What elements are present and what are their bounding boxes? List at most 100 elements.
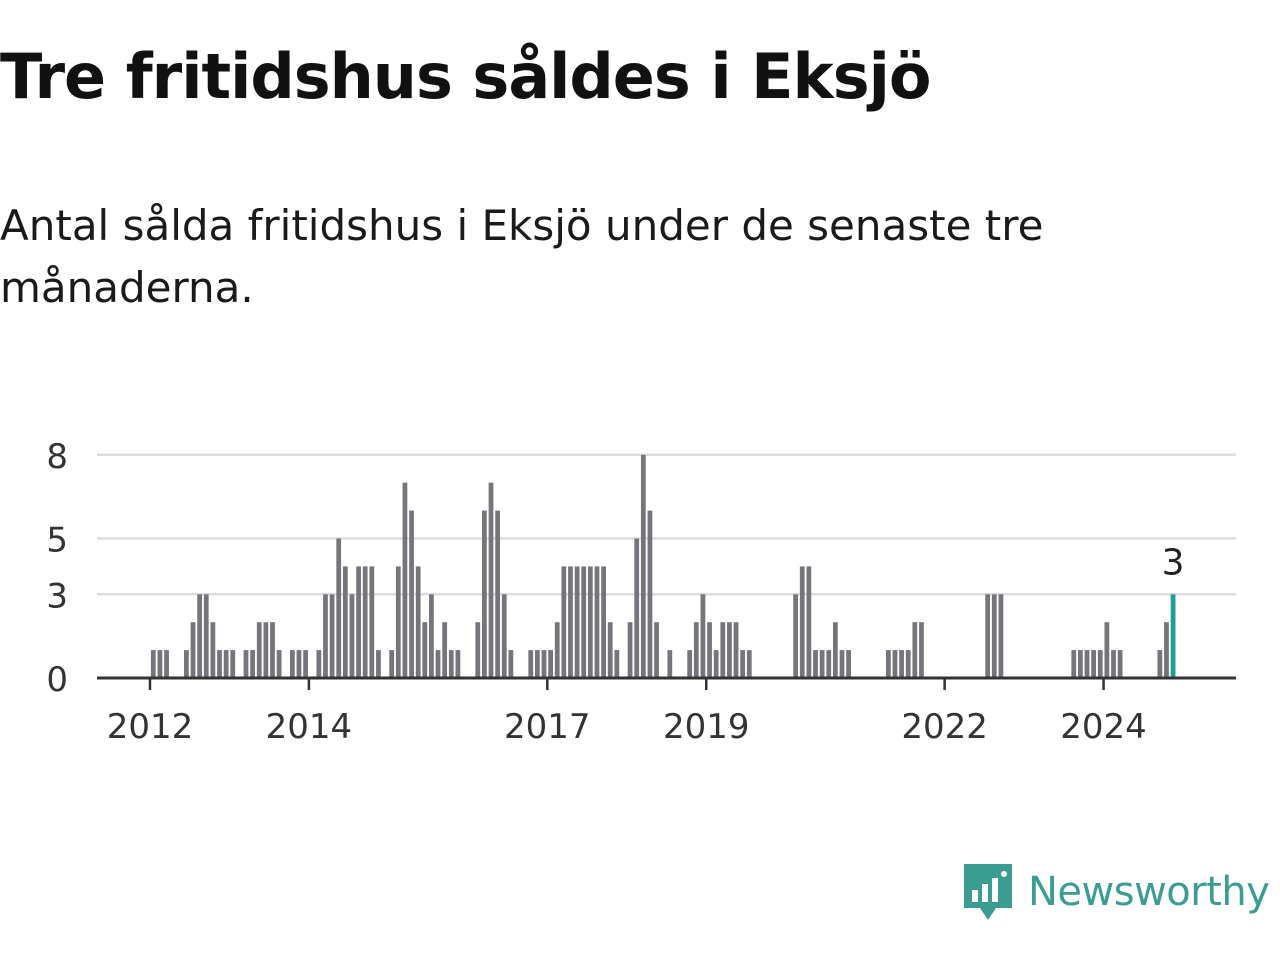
bar [700,594,706,678]
value-annotation: 3 [1162,542,1185,583]
annotations: 3 [1162,542,1185,583]
bar [336,538,342,678]
chart-title: Tre fritidshus såldes i Eksjö [0,40,932,113]
bar [892,650,898,678]
x-axis: 2012 2014 2017 2019 2022 2024 [97,676,1236,747]
bar-highlight [1170,594,1176,678]
bar [263,622,269,678]
bar [289,650,295,678]
bar [627,622,633,678]
bar [806,566,812,678]
bar [640,454,646,678]
bar [885,650,891,678]
bar [654,622,659,678]
bar [157,650,163,678]
bar [190,622,196,678]
newsworthy-logo: Newsworthy [962,862,1270,922]
bar [746,650,752,678]
bar [501,594,507,678]
bar [402,482,408,678]
bar [634,538,640,678]
bar [667,650,673,678]
bar [720,622,726,678]
bar [376,650,381,678]
bar [1117,650,1123,678]
bar [389,650,395,678]
bar [316,650,322,678]
bar [574,566,580,678]
bar [230,650,236,678]
bar [991,594,997,678]
bar [693,622,699,678]
bar [899,650,904,678]
bar [568,566,573,678]
bar [488,482,494,678]
bar [813,650,818,678]
bars [150,454,1176,678]
bar [256,622,262,678]
bar [1084,650,1090,678]
bar [442,622,448,678]
bar [150,650,156,678]
bar [1097,650,1103,678]
bar [435,650,441,678]
bar [482,510,487,678]
x-tick-label: 2019 [663,707,750,747]
bar [296,650,302,678]
y-tick-label: 8 [46,437,68,477]
bar [534,650,540,678]
bar [548,650,553,678]
bar [819,650,825,678]
bar [846,650,851,678]
bar [740,650,746,678]
brand-name: Newsworthy [1028,869,1270,915]
bar [217,650,222,678]
bar [210,622,216,678]
bar [793,594,799,678]
bar [541,650,547,678]
bar [197,594,203,678]
bar [919,622,924,678]
bar [303,650,308,678]
bar [528,650,534,678]
bar [826,650,832,678]
bar [323,594,328,678]
bar [164,650,169,678]
x-tick-label: 2012 [107,707,194,747]
bar [733,622,739,678]
bar [727,622,732,678]
y-axis-labels: 0 3 5 8 [46,437,68,700]
bar [1104,622,1110,678]
bar [276,650,282,678]
bar [495,510,501,678]
bar [250,650,256,678]
bar [581,566,587,678]
bar [184,650,189,678]
bar [395,566,401,678]
bar [342,566,348,678]
bar [554,622,560,678]
bar [455,650,461,678]
bar [1164,622,1169,678]
bar [329,594,335,678]
bar [1091,650,1097,678]
bar [912,622,918,678]
y-tick-label: 0 [46,660,68,700]
bar [243,650,249,678]
bar [614,650,620,678]
bar [1111,650,1116,678]
bar [607,622,613,678]
bar [508,650,514,678]
bar [1157,650,1163,678]
bar [839,650,845,678]
bar [998,594,1004,678]
x-tick-label: 2017 [504,707,591,747]
bar [561,566,567,678]
y-tick-label: 3 [46,576,68,616]
bar [594,566,600,678]
bar [475,622,481,678]
bar [223,650,229,678]
bar [369,566,375,678]
x-tick-label: 2024 [1060,707,1147,747]
bar [707,622,712,678]
